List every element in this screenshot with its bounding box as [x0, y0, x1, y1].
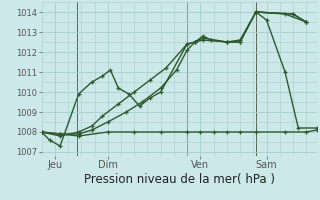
X-axis label: Pression niveau de la mer( hPa ): Pression niveau de la mer( hPa ): [84, 173, 275, 186]
